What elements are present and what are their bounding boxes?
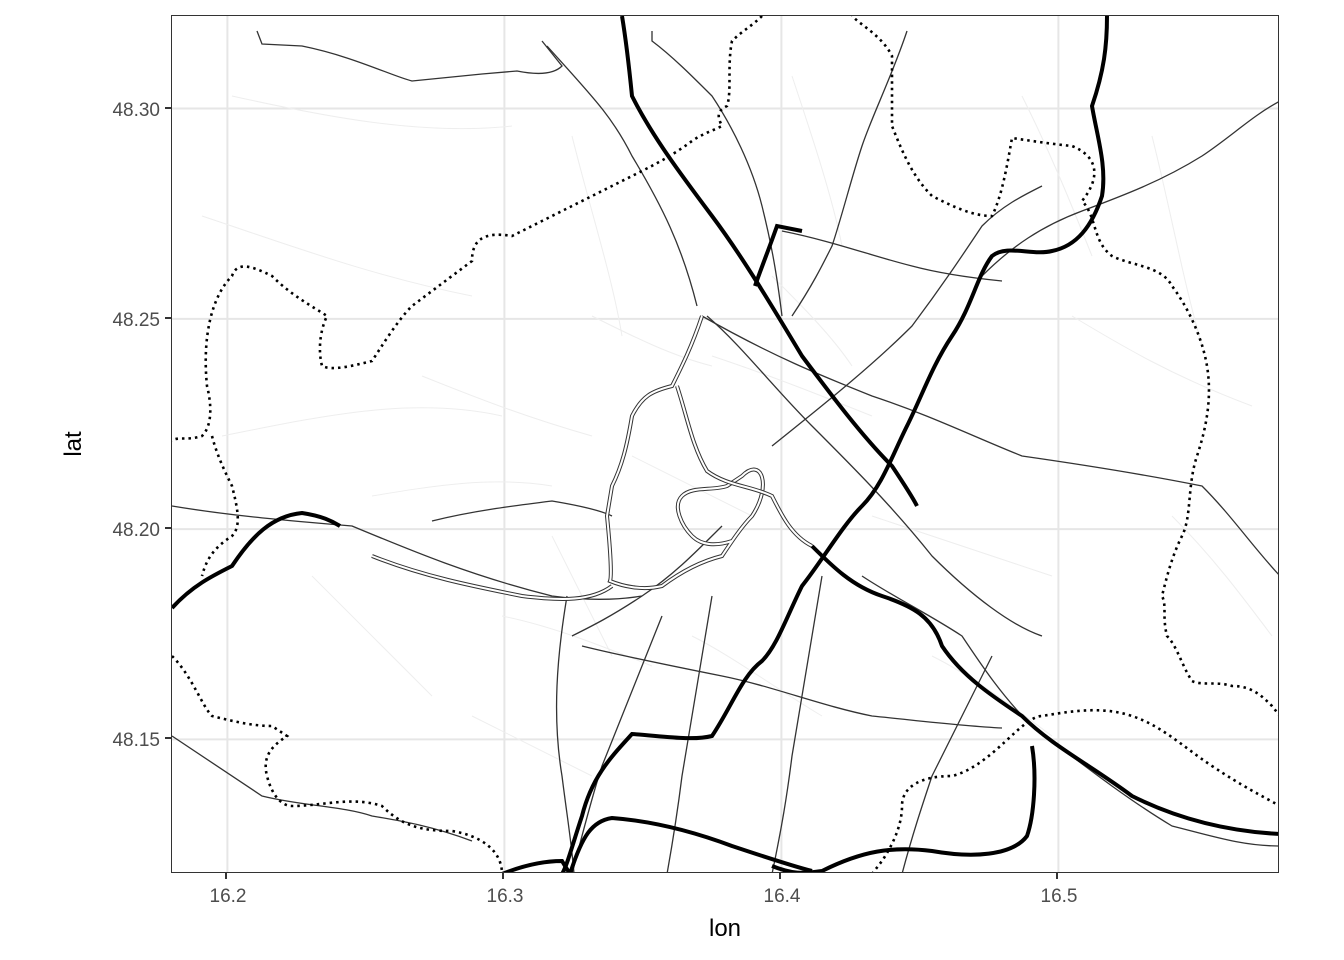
x-axis-title: lon — [708, 915, 742, 942]
road-center-east — [706, 315, 1043, 637]
road-center-south — [571, 525, 723, 637]
road-southeast-2 — [901, 655, 993, 872]
minor-street — [571, 135, 623, 337]
highway-s1-south — [771, 745, 1037, 872]
ring-road-layer — [371, 315, 813, 601]
minor-street — [1151, 135, 1203, 347]
road-west-2 — [431, 500, 613, 522]
minor-street — [1021, 95, 1093, 257]
grid-lines — [172, 16, 1278, 872]
y-tick-label-48-20: 48.20 — [112, 520, 160, 541]
highway-a1-west — [172, 510, 342, 610]
minor-street — [471, 715, 593, 777]
road-south-4 — [771, 575, 823, 872]
minor-street — [371, 481, 553, 497]
y-axis-title: lat — [60, 431, 87, 457]
west-link-outer — [371, 554, 614, 601]
x-tick-label-16-2: 16.2 — [209, 886, 247, 907]
road-north-2 — [791, 30, 908, 317]
minor-street — [591, 315, 713, 367]
minor-street — [711, 355, 873, 417]
highway-a22-danube — [620, 16, 919, 507]
road-north-1 — [651, 31, 783, 317]
road-northeast-1 — [981, 101, 1278, 277]
y-tick-label-48-30: 48.30 — [112, 100, 160, 121]
city-boundary — [172, 16, 1278, 872]
highways-layer — [172, 16, 1278, 872]
minor-street — [1071, 315, 1253, 407]
minor-street — [791, 75, 843, 247]
highway-a23-tangente — [560, 16, 1109, 872]
minor-streets-layer — [201, 75, 1273, 777]
road-south-2 — [571, 615, 663, 872]
y-tick-mark-1 — [165, 527, 171, 530]
minor-street — [691, 635, 823, 717]
x-tick-label-16-4: 16.4 — [763, 886, 801, 907]
map-plot-area — [171, 15, 1279, 873]
minor-street — [1171, 515, 1273, 637]
minor-street — [631, 455, 753, 517]
road-southwest-1 — [172, 735, 473, 842]
road-to-center-nw — [546, 45, 698, 307]
road-south-3 — [666, 595, 713, 872]
west-link-inner — [371, 555, 613, 600]
highway-north-spur — [753, 223, 803, 287]
highway-south-ring — [501, 815, 813, 872]
y-tick-label-48-25: 48.25 — [112, 310, 160, 331]
city-boundary-layer — [172, 16, 1278, 872]
y-tick-label-48-15: 48.15 — [112, 730, 160, 751]
minor-street — [931, 655, 1053, 737]
road-north-west — [256, 30, 563, 82]
minor-street — [221, 407, 503, 437]
x-tick-mark-1 — [502, 873, 505, 879]
minor-street — [871, 515, 1053, 577]
road-south-1 — [555, 595, 575, 872]
minor-street — [311, 575, 433, 697]
minor-street — [201, 215, 473, 297]
road-center-diagonal — [771, 185, 1043, 447]
x-tick-mark-0 — [225, 873, 228, 879]
y-tick-mark-2 — [165, 316, 171, 319]
x-tick-mark-2 — [779, 873, 782, 879]
map-canvas — [172, 16, 1278, 872]
road-northeast-2 — [781, 230, 1003, 282]
x-tick-label-16-3: 16.3 — [486, 886, 524, 907]
highway-a4-east — [810, 544, 1278, 836]
x-tick-label-16-5: 16.5 — [1040, 886, 1078, 907]
road-south-cross — [581, 645, 1003, 729]
minor-street — [501, 615, 653, 667]
y-tick-mark-3 — [165, 106, 171, 109]
minor-street — [771, 275, 853, 367]
gurtel-inner — [676, 385, 813, 547]
ring-road-inner — [605, 315, 764, 590]
minor-street — [231, 95, 513, 130]
minor-street — [421, 375, 593, 437]
main-roads-layer — [172, 30, 1278, 872]
y-tick-mark-0 — [165, 737, 171, 740]
x-tick-mark-3 — [1056, 873, 1059, 879]
